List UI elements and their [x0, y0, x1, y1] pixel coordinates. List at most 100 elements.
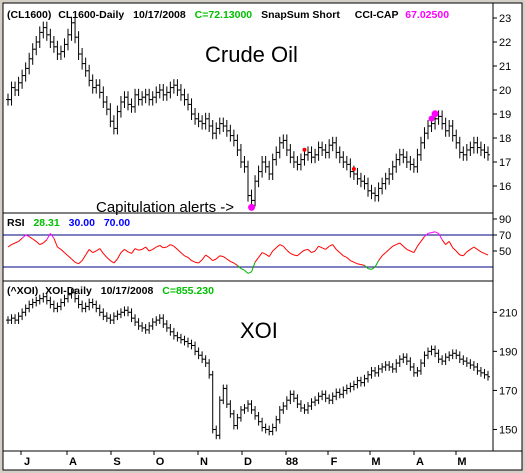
y-tick: 70 [493, 230, 511, 242]
alert-marker [428, 115, 435, 122]
rsi-segment [364, 265, 369, 269]
rsi-segment [424, 233, 429, 237]
y-tick: 50 [493, 246, 511, 258]
rsi-segment [420, 236, 425, 242]
price-indicator: SnapSum Short [261, 9, 340, 21]
rsi-segment [240, 268, 245, 271]
rsi-segment [314, 245, 319, 252]
xoi-title: XOI [240, 318, 278, 343]
rsi-segment [441, 239, 447, 245]
xoi-symbol: (^XOI) [7, 285, 38, 297]
rsi-segment [205, 254, 210, 258]
rsi-segment [388, 245, 394, 250]
rsi-segment [318, 245, 323, 249]
x-tick: A [413, 451, 424, 468]
rsi-level-low: 30.00 [69, 217, 95, 229]
rsi-segment [452, 247, 457, 252]
x-tick-label: F [331, 456, 338, 468]
x-tick-label: 88 [286, 456, 298, 468]
rsi-segment [67, 255, 72, 260]
rsi-segment [21, 234, 26, 239]
crude-title: Crude Oil [205, 42, 298, 67]
rsi-segment [156, 244, 160, 248]
price-header: (CL1600) CL1600-Daily 10/17/2008 C=72.13… [7, 9, 449, 21]
cci-label: CCI-CAP [355, 9, 399, 21]
x-axis-area [2, 450, 523, 471]
rsi-segment [163, 246, 167, 249]
rsi-segment [141, 246, 146, 250]
rsi-segment [25, 234, 30, 238]
rsi-segment [148, 248, 153, 252]
price-series [6, 16, 490, 211]
rsi-segment [339, 252, 344, 257]
rsi-segment [14, 240, 19, 244]
rsi-segment [332, 244, 337, 250]
x-tick: J [20, 451, 30, 468]
rsi-segment [374, 260, 380, 268]
rsi-segment [360, 264, 365, 266]
y-tick-label: 50 [499, 246, 511, 258]
y-tick: 17 [493, 157, 511, 169]
y-tick-label: 23 [499, 13, 511, 25]
rsi-header: RSI 28.31 30.00 70.00 [7, 217, 130, 229]
rsi-value: 28.31 [33, 217, 59, 229]
rsi-segment [413, 245, 418, 253]
rsi-segment [110, 260, 115, 264]
rsi-segment [124, 248, 129, 253]
rsi-segment [367, 268, 372, 270]
y-tick-label: 21 [499, 61, 511, 73]
x-tick-label: A [416, 456, 424, 468]
rsi-segment [268, 250, 274, 257]
capitulation-label: Capitulation alerts -> [96, 199, 234, 216]
rsi-segment [410, 250, 415, 254]
rsi-segment [180, 252, 185, 257]
rsi-segment [134, 248, 139, 251]
y-tick: 190 [493, 346, 517, 358]
rsi-segment [152, 246, 157, 250]
rsi-segment [116, 252, 122, 260]
rsi-segment [215, 255, 221, 260]
rsi-segment [448, 241, 454, 249]
rsi-segment [187, 257, 192, 261]
rsi-level-high: 70.00 [104, 217, 130, 229]
rsi-segment [244, 269, 249, 274]
y-tick: 20 [493, 85, 511, 97]
y-axis-ticks: 16 17 18 19 20 21 22 23 50 70 90 150 170 190 210 [493, 13, 517, 436]
rsi-segment [78, 260, 83, 265]
y-tick: 19 [493, 109, 511, 121]
rsi-segment [381, 252, 386, 257]
rsi-segment [145, 246, 150, 252]
rsi-segment [184, 255, 189, 258]
x-tick-label: J [24, 456, 30, 468]
rsi-segment [484, 252, 489, 256]
rsi-segment [325, 245, 330, 250]
rsi-segment [378, 255, 383, 261]
rsi-segment [166, 244, 171, 248]
rsi-segment [385, 249, 390, 253]
rsi-segment [254, 257, 259, 263]
rsi-segment [74, 261, 79, 265]
rsi-segment [265, 253, 270, 258]
rsi-segment [35, 241, 41, 245]
rsi-segment [470, 246, 475, 250]
rsi-segment [7, 244, 12, 248]
y-tick: 210 [493, 307, 517, 319]
rsi-segment [219, 255, 224, 258]
rsi-segment [11, 242, 16, 246]
rsi-segment [230, 260, 235, 264]
rsi-segment [95, 248, 101, 252]
rsi-segment [251, 262, 256, 272]
rsi-segment [293, 254, 298, 257]
rsi-label: RSI [7, 217, 25, 229]
alert-marker [351, 167, 356, 171]
rsi-segment [396, 242, 400, 246]
rsi-segment [60, 249, 65, 253]
rsi-segment [282, 245, 288, 251]
rsi-segment [237, 265, 242, 269]
rsi-segment [247, 271, 252, 274]
rsi-segment [85, 249, 90, 256]
rsi-segment [177, 249, 182, 253]
rsi-segment [307, 249, 312, 253]
y-tick-label: 22 [499, 37, 511, 49]
